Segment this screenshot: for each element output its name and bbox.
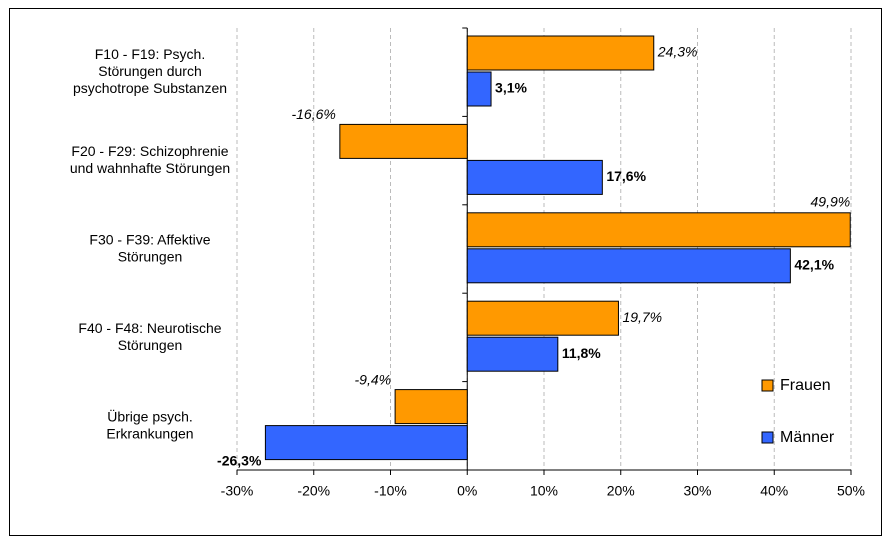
legend-swatch <box>761 379 774 392</box>
bar <box>466 35 655 71</box>
legend-label: Frauen <box>780 377 831 394</box>
x-tick-label: 50% <box>837 483 865 499</box>
category-label: Übrige psych. Erkrankungen <box>106 407 193 441</box>
x-tick-label: -30% <box>221 483 254 499</box>
x-tick-label: -20% <box>297 483 330 499</box>
category-label: F10 - F19: Psych. Störungen durch psychotr… <box>73 46 227 96</box>
value-label: 24,3% <box>657 44 698 60</box>
bar <box>466 159 603 195</box>
category-label: F20 - F29: Schizophrenie und wahnhafte St… <box>70 143 230 176</box>
bar <box>466 248 791 284</box>
x-tick-label: -10% <box>374 483 407 499</box>
value-label: -9,4% <box>355 371 392 387</box>
value-label: 17,6% <box>606 168 646 184</box>
legend-swatch <box>761 431 774 444</box>
bar <box>466 71 492 107</box>
category-label: F30 - F39: Affektive Störungen <box>89 231 210 264</box>
x-tick-label: 0% <box>457 483 477 499</box>
bar <box>466 212 851 248</box>
value-label: 42,1% <box>794 257 834 273</box>
value-label: 3,1% <box>495 80 527 96</box>
legend-label: Männer <box>780 429 835 446</box>
value-label: 49,9% <box>811 194 851 210</box>
bar <box>466 300 619 336</box>
x-tick-label: 20% <box>607 483 635 499</box>
bar <box>264 425 468 461</box>
value-label: -26,3% <box>217 452 262 468</box>
bar <box>466 336 559 372</box>
x-tick-label: 10% <box>530 483 558 499</box>
value-label: 11,8% <box>562 345 601 361</box>
value-label: 19,7% <box>622 309 662 325</box>
x-tick-label: 40% <box>760 483 788 499</box>
bar <box>394 389 468 425</box>
category-label: F40 - F48: Neurotische Störungen <box>78 320 221 353</box>
value-label: -16,6% <box>291 106 335 122</box>
bar <box>339 123 468 159</box>
x-tick-label: 30% <box>683 483 711 499</box>
